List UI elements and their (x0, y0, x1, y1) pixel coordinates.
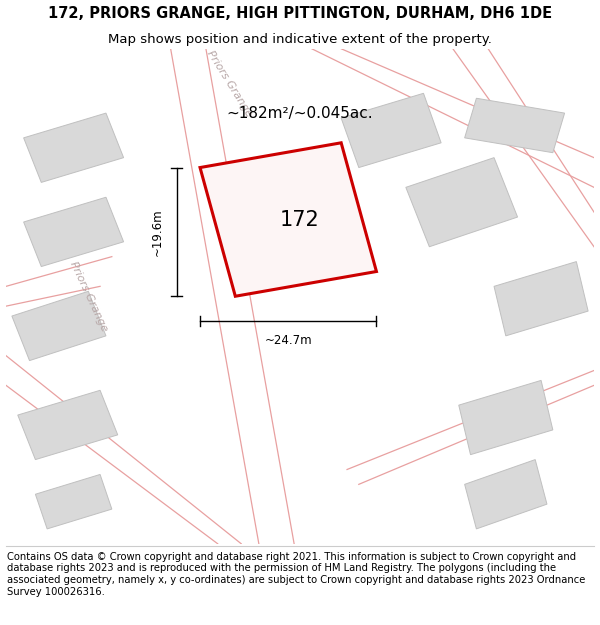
Text: 172: 172 (280, 209, 320, 229)
Polygon shape (406, 158, 518, 247)
Polygon shape (464, 98, 565, 152)
Polygon shape (200, 142, 376, 296)
Polygon shape (459, 381, 553, 454)
Polygon shape (341, 93, 441, 168)
Polygon shape (23, 198, 124, 266)
Text: ~24.7m: ~24.7m (265, 334, 312, 348)
Polygon shape (494, 262, 588, 336)
Text: 172, PRIORS GRANGE, HIGH PITTINGTON, DURHAM, DH6 1DE: 172, PRIORS GRANGE, HIGH PITTINGTON, DUR… (48, 6, 552, 21)
Text: Priors Grange: Priors Grange (68, 259, 109, 333)
Polygon shape (18, 390, 118, 459)
Text: Priors Grange: Priors Grange (205, 48, 254, 118)
Text: Map shows position and indicative extent of the property.: Map shows position and indicative extent… (108, 32, 492, 46)
Polygon shape (12, 291, 106, 361)
Polygon shape (35, 474, 112, 529)
Polygon shape (23, 113, 124, 182)
Text: ~19.6m: ~19.6m (151, 208, 164, 256)
Polygon shape (464, 459, 547, 529)
Text: ~182m²/~0.045ac.: ~182m²/~0.045ac. (227, 106, 373, 121)
Text: Contains OS data © Crown copyright and database right 2021. This information is : Contains OS data © Crown copyright and d… (7, 552, 586, 597)
